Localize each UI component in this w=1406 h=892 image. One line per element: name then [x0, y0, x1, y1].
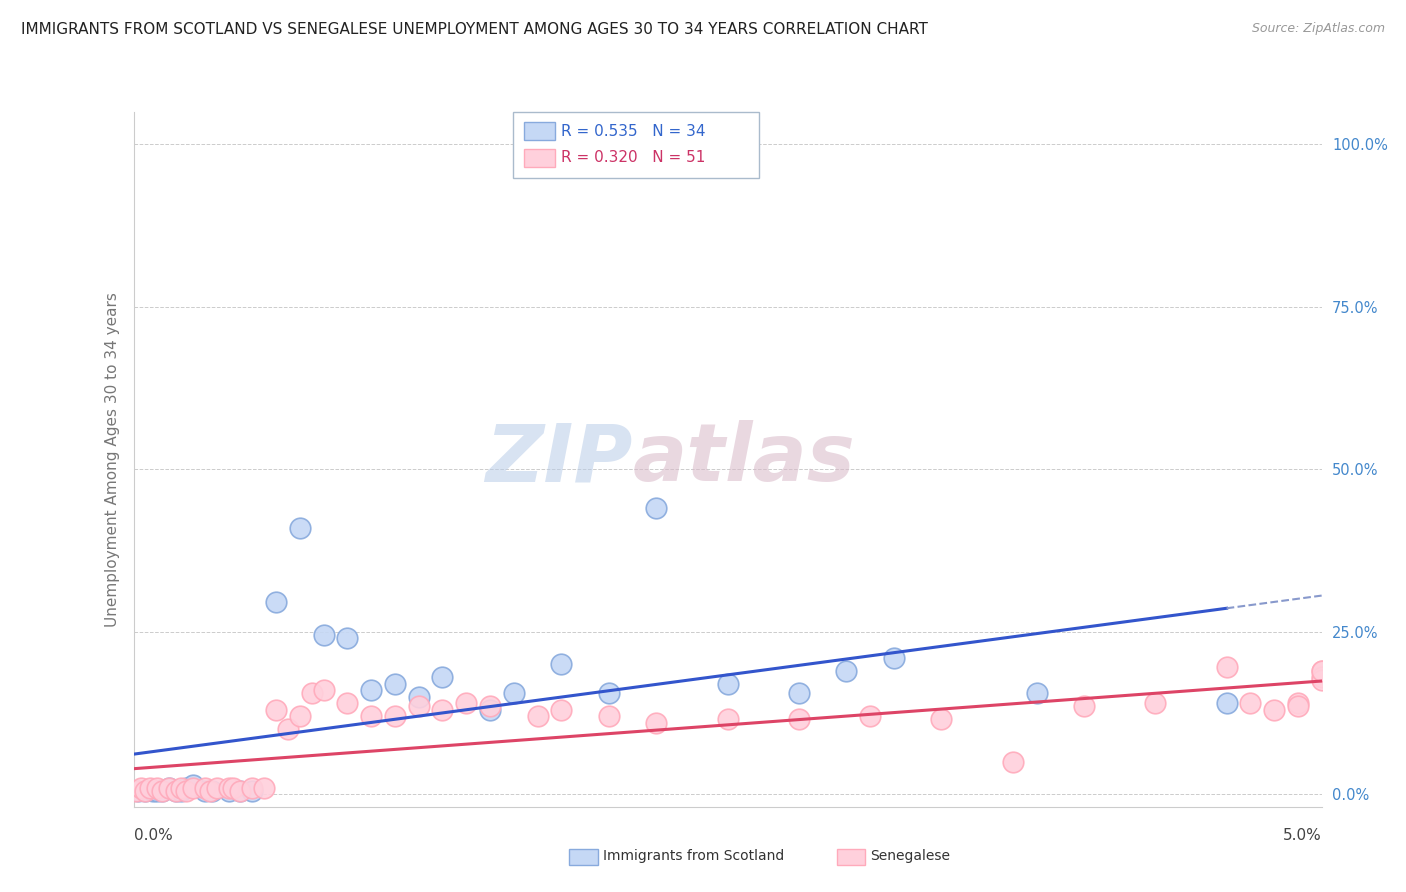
- Text: IMMIGRANTS FROM SCOTLAND VS SENEGALESE UNEMPLOYMENT AMONG AGES 30 TO 34 YEARS CO: IMMIGRANTS FROM SCOTLAND VS SENEGALESE U…: [21, 22, 928, 37]
- Y-axis label: Unemployment Among Ages 30 to 34 years: Unemployment Among Ages 30 to 34 years: [104, 292, 120, 627]
- Point: [787, 713, 810, 727]
- Point: [150, 784, 173, 798]
- Point: [717, 676, 740, 690]
- Point: [222, 780, 245, 795]
- Point: [242, 780, 264, 795]
- Point: [1001, 755, 1024, 769]
- Point: [218, 784, 240, 798]
- Text: R = 0.535   N = 34: R = 0.535 N = 34: [561, 124, 706, 138]
- Point: [1025, 686, 1047, 700]
- Point: [157, 780, 180, 795]
- Point: [139, 780, 162, 795]
- Point: [194, 780, 217, 795]
- Point: [127, 784, 149, 798]
- Point: [170, 784, 193, 798]
- Point: [1310, 670, 1333, 684]
- Point: [478, 699, 501, 714]
- Point: [142, 784, 165, 798]
- Point: [181, 777, 204, 791]
- Point: [859, 709, 882, 723]
- Point: [288, 521, 311, 535]
- Point: [550, 703, 572, 717]
- Text: Source: ZipAtlas.com: Source: ZipAtlas.com: [1251, 22, 1385, 36]
- Point: [165, 784, 187, 798]
- Point: [146, 780, 169, 795]
- Point: [264, 595, 287, 609]
- Point: [478, 703, 501, 717]
- Point: [229, 784, 252, 798]
- Point: [1310, 673, 1333, 688]
- Point: [1310, 664, 1333, 678]
- Point: [312, 628, 335, 642]
- Point: [174, 780, 197, 795]
- Point: [1310, 664, 1333, 678]
- Point: [264, 703, 287, 717]
- Point: [242, 784, 264, 798]
- Point: [598, 686, 620, 700]
- Point: [218, 780, 240, 795]
- Point: [1215, 660, 1237, 674]
- Point: [598, 709, 620, 723]
- Point: [157, 780, 180, 795]
- Point: [170, 780, 193, 795]
- Text: 5.0%: 5.0%: [1282, 829, 1322, 843]
- Point: [336, 696, 359, 710]
- Point: [253, 780, 276, 795]
- Point: [883, 650, 905, 665]
- Point: [181, 780, 204, 795]
- Point: [645, 501, 668, 516]
- Text: 0.0%: 0.0%: [134, 829, 173, 843]
- Point: [198, 784, 221, 798]
- Point: [229, 784, 252, 798]
- Point: [550, 657, 572, 672]
- Point: [301, 686, 323, 700]
- Point: [134, 784, 156, 798]
- Point: [201, 784, 224, 798]
- Point: [146, 784, 169, 798]
- Point: [787, 686, 810, 700]
- Point: [336, 631, 359, 645]
- Point: [456, 696, 478, 710]
- Point: [384, 676, 406, 690]
- Point: [288, 709, 311, 723]
- Point: [165, 784, 187, 798]
- Point: [835, 664, 858, 678]
- Point: [931, 713, 953, 727]
- Point: [526, 709, 548, 723]
- Point: [432, 670, 454, 684]
- Point: [1073, 699, 1095, 714]
- Point: [125, 784, 148, 798]
- Text: ZIP: ZIP: [485, 420, 633, 499]
- Point: [408, 699, 430, 714]
- Point: [312, 683, 335, 698]
- Point: [194, 784, 217, 798]
- Text: atlas: atlas: [633, 420, 855, 499]
- Point: [1144, 696, 1167, 710]
- Point: [174, 784, 197, 798]
- Point: [150, 784, 173, 798]
- Point: [717, 713, 740, 727]
- Point: [408, 690, 430, 704]
- Point: [205, 780, 228, 795]
- Point: [1263, 703, 1285, 717]
- Point: [1286, 699, 1309, 714]
- Point: [1239, 696, 1261, 710]
- Point: [360, 683, 382, 698]
- Point: [129, 780, 152, 795]
- Point: [134, 784, 156, 798]
- Point: [360, 709, 382, 723]
- Point: [1286, 696, 1309, 710]
- Text: Senegalese: Senegalese: [870, 849, 950, 863]
- Point: [645, 715, 668, 730]
- Point: [432, 703, 454, 717]
- Text: R = 0.320   N = 51: R = 0.320 N = 51: [561, 151, 706, 165]
- Point: [277, 723, 299, 737]
- Point: [502, 686, 524, 700]
- Point: [384, 709, 406, 723]
- Text: Immigrants from Scotland: Immigrants from Scotland: [603, 849, 785, 863]
- Point: [1215, 696, 1237, 710]
